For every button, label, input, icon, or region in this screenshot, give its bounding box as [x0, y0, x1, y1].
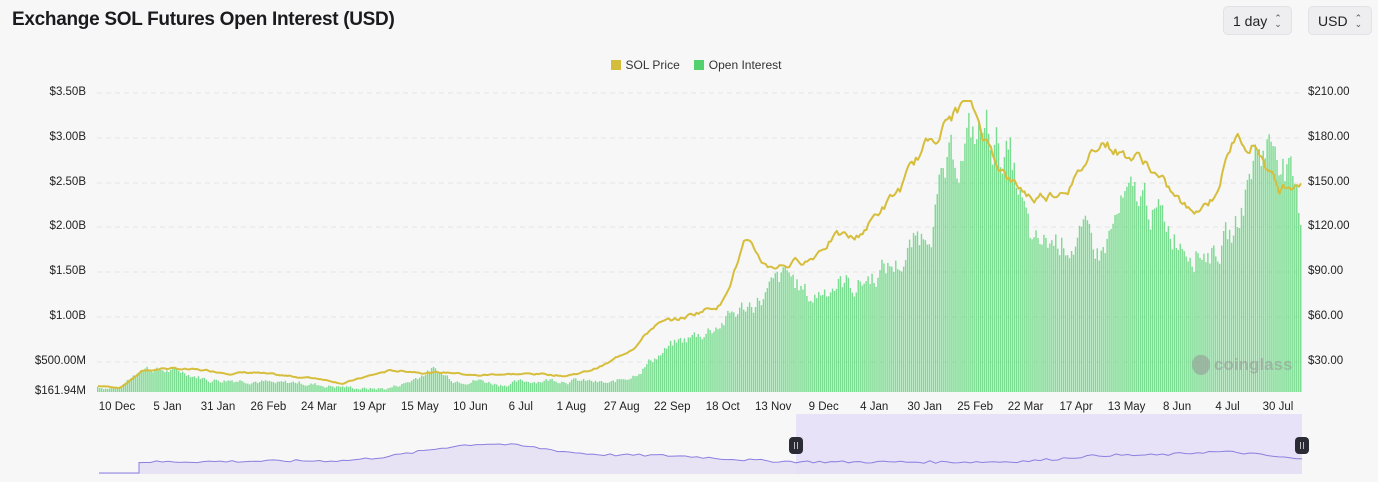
x-axis-tick: 9 Dec — [808, 401, 839, 413]
x-axis-tick: 15 May — [401, 401, 439, 413]
x-axis-tick: 18 Oct — [705, 401, 740, 413]
x-axis-tick: 4 Jan — [860, 401, 889, 413]
x-axis-tick: 31 Jan — [200, 401, 236, 413]
x-axis-tick: 10 Dec — [98, 401, 136, 413]
right-axis-tick: $90.00 — [1308, 265, 1344, 277]
legend-swatch-icon — [610, 60, 621, 70]
x-axis-tick: 13 May — [1107, 401, 1146, 413]
left-axis-tick: $1.50B — [49, 265, 86, 277]
x-axis-tick: 30 Jul — [1262, 401, 1294, 413]
interval-select[interactable]: 1 day ⌃ ⌄ — [1223, 6, 1292, 35]
x-axis-tick: 19 Apr — [352, 401, 387, 413]
coinglass-logo-icon — [1192, 355, 1210, 375]
right-axis-tick: $180.00 — [1308, 131, 1350, 143]
x-axis-tick: 27 Aug — [603, 401, 640, 413]
chevron-up-down-icon: ⌃ ⌄ — [1274, 12, 1282, 29]
x-axis-tick: 17 Apr — [1059, 401, 1093, 413]
chart-legend: SOL Price Open Interest — [0, 58, 1378, 72]
x-axis-tick: 4 Jul — [1215, 401, 1240, 413]
interval-select-value: 1 day — [1233, 12, 1268, 29]
x-axis-tick: 6 Jul — [508, 401, 533, 413]
navigator-left-handle[interactable] — [789, 437, 803, 454]
left-axis-tick: $3.50B — [49, 86, 86, 98]
right-axis-tick: $210.00 — [1308, 86, 1350, 98]
right-axis-tick: $120.00 — [1308, 220, 1350, 232]
right-axis-tick: $60.00 — [1308, 310, 1344, 322]
currency-select-value: USD — [1318, 12, 1348, 29]
legend-label: Open Interest — [708, 58, 782, 72]
left-axis-tick: $161.94M — [34, 385, 86, 397]
legend-item-sol-price[interactable]: SOL Price — [610, 58, 680, 72]
currency-select[interactable]: USD ⌃ ⌄ — [1308, 6, 1372, 35]
left-axis-tick: $3.00B — [49, 131, 86, 143]
x-axis-tick: 1 Aug — [556, 401, 587, 413]
legend-item-open-interest[interactable]: Open Interest — [693, 58, 782, 72]
legend-label: SOL Price — [625, 58, 680, 72]
x-axis-tick: 13 Nov — [754, 401, 792, 413]
navigator-right-handle[interactable] — [1295, 437, 1309, 454]
x-axis-tick: 10 Jun — [453, 401, 488, 413]
x-axis-tick: 22 Mar — [1007, 401, 1044, 413]
watermark-text: coinglass — [1214, 355, 1293, 374]
legend-swatch-icon — [693, 60, 704, 70]
x-axis-tick: 30 Jan — [907, 401, 942, 413]
page-title: Exchange SOL Futures Open Interest (USD) — [12, 9, 395, 30]
x-axis-tick: 26 Feb — [250, 401, 287, 413]
left-axis-tick: $500.00M — [34, 355, 86, 367]
watermark: coinglass — [1192, 355, 1292, 375]
x-axis-tick: 24 Mar — [301, 401, 337, 413]
chevron-up-down-icon: ⌃ ⌄ — [1354, 12, 1363, 29]
left-axis-tick: $1.00B — [49, 310, 86, 322]
x-axis-tick: 8 Jun — [1162, 401, 1192, 413]
x-axis-tick: 22 Sep — [654, 401, 691, 413]
left-axis-tick: $2.50B — [49, 176, 86, 188]
right-axis-tick: $30.00 — [1308, 355, 1344, 367]
x-axis-tick: 5 Jan — [153, 401, 182, 413]
left-axis-tick: $2.00B — [49, 220, 86, 232]
x-axis-tick: 25 Feb — [957, 401, 994, 413]
right-axis-tick: $150.00 — [1308, 176, 1350, 188]
